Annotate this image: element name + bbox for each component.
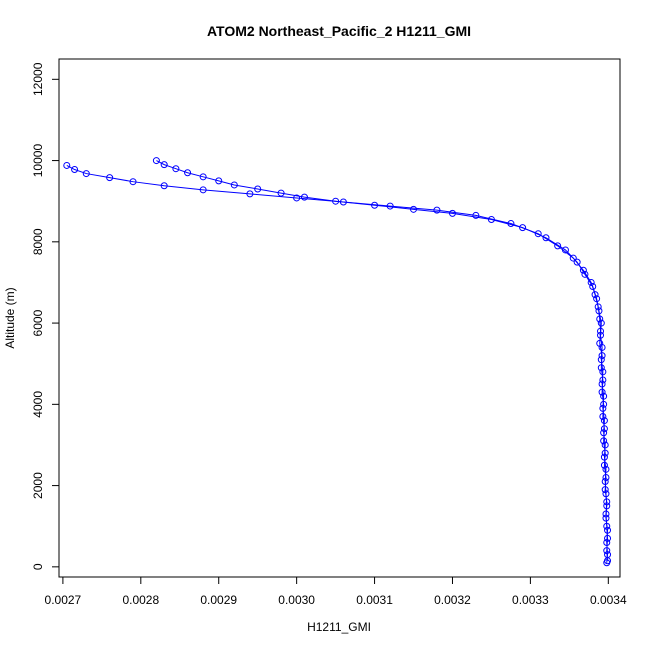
y-tick-label: 6000 <box>31 309 45 336</box>
data-point <box>63 161 71 169</box>
data-point <box>601 486 609 494</box>
data-point <box>172 165 180 173</box>
data-point <box>601 449 609 457</box>
data-point <box>554 242 562 250</box>
data-point <box>472 211 480 219</box>
x-axis: 0.0027 0.0028 0.0029 0.0030 0.0031 0.0032 0.00… <box>45 577 627 607</box>
series-line <box>66 164 609 561</box>
y-tick-label: 8000 <box>31 228 45 255</box>
data-point <box>602 473 610 481</box>
data-point <box>594 303 602 311</box>
x-tick-label: 0.0031 <box>356 593 393 607</box>
data-point <box>293 194 301 202</box>
x-tick-label: 0.0034 <box>590 593 627 607</box>
y-tick-label: 12000 <box>31 62 45 96</box>
y-tick-label: 10000 <box>31 144 45 178</box>
data-point <box>82 170 90 178</box>
x-tick-label: 0.0030 <box>278 593 315 607</box>
y-tick-label: 4000 <box>31 391 45 418</box>
data-point <box>386 202 394 210</box>
data-point <box>598 343 606 351</box>
data-point <box>184 169 192 177</box>
series-layer <box>63 157 612 567</box>
data-point <box>587 278 595 286</box>
data-point <box>599 368 607 376</box>
data-point <box>448 209 456 217</box>
data-point <box>254 185 262 193</box>
data-point <box>598 352 606 360</box>
plot-frame <box>58 58 621 578</box>
data-point <box>600 400 608 408</box>
data-point <box>603 547 611 555</box>
x-axis-label: H1211_GMI <box>307 620 371 634</box>
data-point <box>129 178 137 186</box>
data-point <box>602 510 610 518</box>
data-point <box>160 182 168 190</box>
data-point <box>246 190 254 198</box>
data-point <box>160 161 168 169</box>
data-point <box>589 283 597 291</box>
y-axis: 0 2000 4000 6000 8000 10000 12000 <box>31 62 59 570</box>
data-point <box>534 230 542 238</box>
data-point <box>106 174 114 182</box>
data-point <box>597 364 605 372</box>
data-point <box>71 166 79 174</box>
data-point <box>600 425 608 433</box>
data-point <box>507 220 515 228</box>
data-point <box>596 339 604 347</box>
data-point <box>600 461 608 469</box>
data-point <box>591 291 599 299</box>
y-tick-label: 0 <box>31 563 45 570</box>
x-tick-label: 0.0027 <box>45 593 82 607</box>
data-point <box>152 157 160 165</box>
data-point <box>199 186 207 194</box>
data-point <box>230 181 238 189</box>
data-point <box>603 522 611 530</box>
data-point <box>603 498 611 506</box>
data-point <box>597 327 605 335</box>
data-point <box>573 258 581 266</box>
chart-title: ATOM2 Northeast_Pacific_2 H1211_GMI <box>207 23 471 39</box>
data-point <box>215 177 223 185</box>
y-axis-label: Altitude (m) <box>3 287 17 348</box>
data-point <box>339 198 347 206</box>
x-tick-label: 0.0033 <box>512 593 549 607</box>
data-point <box>600 437 608 445</box>
x-tick-label: 0.0028 <box>122 593 159 607</box>
data-point <box>300 193 308 201</box>
data-point <box>600 392 608 400</box>
data-point <box>601 441 609 449</box>
data-point <box>579 266 587 274</box>
data-point <box>596 315 604 323</box>
data-point <box>604 534 612 542</box>
data-point <box>433 206 441 214</box>
data-point <box>410 205 418 213</box>
data-point <box>600 417 608 425</box>
data-point <box>604 557 612 565</box>
data-point <box>581 270 589 278</box>
data-point <box>542 234 550 242</box>
y-tick-label: 2000 <box>31 472 45 499</box>
data-point <box>277 189 285 197</box>
data-point <box>599 376 607 384</box>
data-point <box>602 465 610 473</box>
x-tick-label: 0.0032 <box>434 593 471 607</box>
data-point <box>598 388 606 396</box>
x-tick-label: 0.0029 <box>200 593 237 607</box>
data-point <box>597 319 605 327</box>
data-point <box>599 413 607 421</box>
data-point <box>519 224 527 232</box>
data-point <box>199 173 207 181</box>
data-point <box>569 254 577 262</box>
